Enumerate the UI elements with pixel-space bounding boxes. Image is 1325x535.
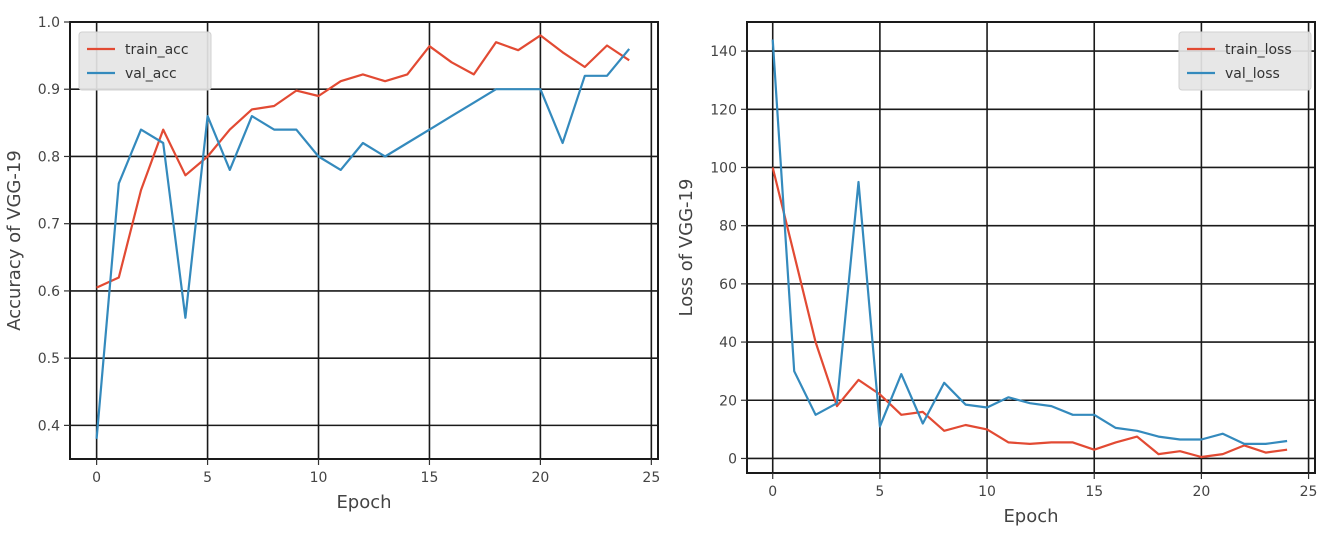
chart1-xtick-label: 15 [1085,484,1103,500]
chart0-x-axis-label: Epoch [336,492,391,513]
chart1-ytick-label: 140 [710,44,737,60]
chart1-legend: train_loss val_loss [1178,31,1312,91]
chart1-ytick-label: 0 [728,451,737,467]
chart1-x-axis-label: Epoch [1003,506,1058,527]
chart0-y-axis-label: Accuracy of VGG-19 [4,150,25,331]
chart0-legend-label-val_acc: val_acc [125,66,177,82]
chart1-y-axis-label: Loss of VGG-19 [676,179,697,317]
chart0-xtick-label: 10 [310,470,328,486]
chart0-legend-box [78,31,212,91]
chart1-legend-label-train_loss: train_loss [1225,42,1292,58]
chart0-xtick-label: 25 [642,470,660,486]
chart1-xtick-label: 20 [1192,484,1210,500]
chart0-ytick-label: 0.6 [38,284,60,300]
chart1-ytick-label: 60 [719,277,737,293]
chart1-xtick-label: 0 [768,484,777,500]
chart1-xtick-label: 10 [978,484,996,500]
chart0-ytick-label: 0.7 [38,217,60,233]
chart1-legend-box [1178,31,1312,91]
chart1-series-val_loss [771,39,1288,445]
chart0-ytick-label: 0.4 [38,418,60,434]
chart1-xtick-label: 5 [875,484,884,500]
chart1-series-train_loss [771,167,1288,459]
chart0-ytick-label: 0.9 [38,82,60,98]
chart1-ytick-label: 100 [710,160,737,176]
chart0-plot-frame [69,21,659,460]
chart1-xtick-label: 25 [1300,484,1318,500]
chart0-ytick-label: 0.5 [38,351,60,367]
chart0-xtick-label: 15 [421,470,439,486]
chart0-xtick-label: 0 [92,470,101,486]
chart1-ytick-label: 120 [710,102,737,118]
chart0-xtick-label: 5 [203,470,212,486]
accuracy-chart: 0 5 10 15 20 25 0.4 0.5 0.6 0.7 0.8 0.9 1.0 Epoch Accu… [4,15,660,513]
chart1-ytick-label: 80 [719,219,737,235]
chart1-ytick-label: 40 [719,335,737,351]
chart0-series-val_acc [95,48,631,439]
chart1-plot-frame [746,21,1316,474]
chart0-ytick-label: 1.0 [38,15,60,31]
chart0-xtick-label: 20 [531,470,549,486]
chart0-ytick-label: 0.8 [38,149,60,165]
chart1-legend-label-val_loss: val_loss [1225,66,1280,82]
chart0-legend: train_acc val_acc [78,31,212,91]
chart0-series-train_acc [96,34,630,289]
chart1-ytick-label: 20 [719,393,737,409]
loss-chart: 0 5 10 15 20 25 0 20 40 60 80 100 120 140 Epoch Loss of… [676,21,1318,527]
chart0-legend-label-train_acc: train_acc [125,42,189,58]
